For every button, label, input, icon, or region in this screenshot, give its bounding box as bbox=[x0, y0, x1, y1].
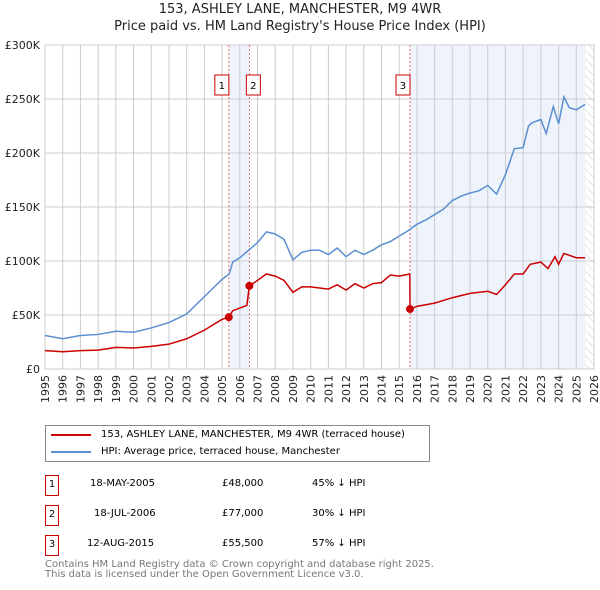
sale-price: £48,000 bbox=[222, 478, 264, 489]
legend: 153, ASHLEY LANE, MANCHESTER, M9 4WR (te… bbox=[45, 425, 430, 462]
sale-point bbox=[224, 313, 233, 322]
x-tick-label: 2011 bbox=[322, 375, 335, 403]
x-tick-label: 2015 bbox=[393, 375, 406, 403]
sale-hpi: 30% ↓ HPI bbox=[312, 508, 366, 519]
sale-row: 1 18-MAY-2005 £48,000 45% ↓ HPI bbox=[45, 475, 465, 496]
y-tick-label: £300K bbox=[5, 39, 41, 52]
x-tick-label: 2024 bbox=[553, 375, 566, 403]
x-tick-label: 2002 bbox=[163, 375, 176, 403]
sale-date: 12-AUG-2015 bbox=[87, 538, 155, 549]
legend-property: 153, ASHLEY LANE, MANCHESTER, M9 4WR (te… bbox=[101, 429, 405, 440]
x-tick-label: 2013 bbox=[358, 375, 371, 403]
chart-subtitle: Price paid vs. HM Land Registry's House … bbox=[114, 19, 486, 34]
sale-price: £77,000 bbox=[222, 508, 264, 519]
chart-title: 153, ASHLEY LANE, MANCHESTER, M9 4WR bbox=[158, 2, 442, 17]
y-tick-label: £100K bbox=[5, 255, 41, 268]
x-tick-label: 1998 bbox=[92, 375, 105, 403]
x-tick-label: 2005 bbox=[216, 375, 229, 403]
y-tick-label: £250K bbox=[5, 93, 41, 106]
x-tick-label: 2016 bbox=[411, 375, 424, 403]
sale-hpi: 45% ↓ HPI bbox=[312, 478, 366, 489]
x-tick-label: 2009 bbox=[287, 375, 300, 403]
x-tick-label: 2006 bbox=[234, 375, 247, 403]
legend-blue-line bbox=[51, 450, 91, 453]
x-tick-label: 2008 bbox=[269, 375, 282, 403]
price-chart: 1995 1996 1997 1998 1999 2000 2001 2002 2003 2004… bbox=[5, 39, 600, 403]
x-tick-label: 1996 bbox=[57, 375, 70, 403]
footer-line: Contains HM Land Registry data © Crown c… bbox=[45, 559, 434, 570]
sale-badge bbox=[395, 74, 411, 96]
x-tick-label: 2019 bbox=[464, 375, 477, 403]
x-tick-label: 2017 bbox=[429, 375, 442, 403]
x-tick-label: 1995 bbox=[39, 375, 52, 403]
y-tick-label: £150K bbox=[5, 201, 41, 214]
x-tick-label: 2014 bbox=[375, 375, 388, 403]
x-tick-label: 2003 bbox=[181, 375, 194, 403]
sale-point bbox=[405, 305, 414, 314]
sale-badge-label: 2 bbox=[250, 81, 256, 92]
legend-hpi: HPI: Average price, terraced house, Manc… bbox=[101, 446, 340, 457]
sale-row: 3 12-AUG-2015 £55,500 57% ↓ HPI bbox=[45, 535, 465, 556]
sale-point bbox=[245, 281, 254, 290]
series-line bbox=[44, 252, 586, 353]
x-tick-label: 2023 bbox=[535, 375, 548, 403]
x-tick-label: 2000 bbox=[128, 375, 141, 403]
footer-line: This data is licensed under the Open Gov… bbox=[45, 569, 364, 580]
x-tick-label: 1999 bbox=[110, 375, 123, 403]
legend-red-line bbox=[51, 433, 91, 436]
sale-number: 3 bbox=[45, 535, 59, 556]
x-tick-label: 2001 bbox=[145, 375, 158, 403]
x-tick-label: 2020 bbox=[482, 375, 495, 403]
x-tick-label: 2025 bbox=[570, 375, 583, 403]
x-tick-label: 2012 bbox=[340, 375, 353, 403]
sale-hpi: 57% ↓ HPI bbox=[312, 538, 366, 549]
sale-badge bbox=[214, 74, 230, 96]
x-tick-label: 2026 bbox=[588, 375, 600, 403]
sale-number: 2 bbox=[45, 505, 59, 526]
sale-date: 18-MAY-2005 bbox=[90, 478, 156, 489]
sale-row: 2 18-JUL-2006 £77,000 30% ↓ HPI bbox=[45, 505, 465, 526]
y-tick-label: £200K bbox=[5, 147, 41, 160]
x-tick-label: 1997 bbox=[74, 375, 87, 403]
sale-badge-label: 1 bbox=[219, 81, 225, 92]
x-tick-label: 2018 bbox=[446, 375, 459, 403]
y-tick-label: £50K bbox=[12, 309, 41, 322]
plot-frame bbox=[44, 44, 595, 370]
x-tick-label: 2004 bbox=[198, 375, 211, 403]
y-tick-label: £0 bbox=[26, 363, 40, 376]
sale-date: 18-JUL-2006 bbox=[94, 508, 156, 519]
sale-number: 1 bbox=[45, 475, 59, 496]
series-line bbox=[44, 94, 586, 340]
x-tick-label: 2021 bbox=[499, 375, 512, 403]
sale-price: £55,500 bbox=[222, 538, 264, 549]
x-tick-label: 2007 bbox=[252, 375, 265, 403]
x-tick-label: 2010 bbox=[305, 375, 318, 403]
sale-badge-label: 3 bbox=[400, 81, 406, 92]
x-tick-label: 2022 bbox=[517, 375, 530, 403]
sale-badge bbox=[245, 74, 261, 96]
footer: Contains HM Land Registry data © Crown c… bbox=[45, 560, 434, 580]
